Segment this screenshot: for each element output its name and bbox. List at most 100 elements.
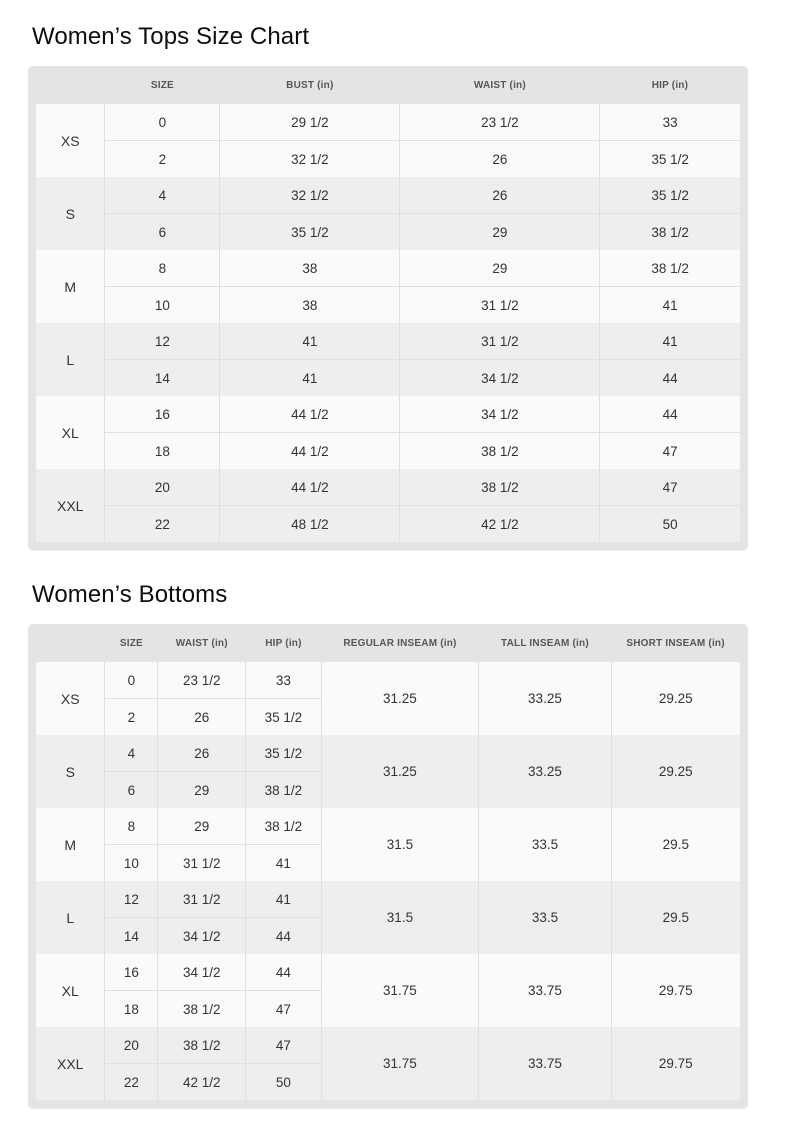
inseam-cell: 29.5 [610, 881, 740, 954]
size-cell: 26 [399, 177, 600, 214]
size-cell: 10 [104, 286, 220, 323]
inseam-cell: 33.25 [478, 735, 612, 808]
size-cell: 35 1/2 [599, 140, 740, 177]
size-cell: 26 [157, 735, 246, 772]
size-cell: 44 1/2 [219, 396, 400, 433]
size-cell: 38 1/2 [157, 1027, 246, 1064]
size-cell: 38 1/2 [399, 469, 600, 506]
table-row: 14 41 34 1/2 44 [36, 359, 740, 396]
size-cell: 47 [599, 432, 740, 469]
size-cell: 0 [104, 104, 220, 141]
inseam-cell: 29.25 [610, 735, 740, 808]
size-group-label: XS [36, 104, 105, 177]
size-table: SIZE BUST (in) WAIST (in) HIP (in) XS 0 29 1/2… [36, 66, 740, 542]
size-cell: 35 1/2 [599, 177, 740, 214]
size-cell: 41 [599, 286, 740, 323]
size-cell: 31 1/2 [399, 323, 600, 360]
table-row: XL 16 44 1/2 34 1/2 44 [36, 396, 740, 469]
size-group-label: L [36, 881, 105, 954]
size-cell: 4 [104, 177, 220, 214]
size-group-label: S [36, 177, 105, 250]
size-cell: 4 [104, 735, 158, 772]
size-cell: 44 [599, 396, 740, 433]
table-row: 18 44 1/2 38 1/2 47 [36, 432, 740, 469]
size-cell: 44 1/2 [219, 432, 400, 469]
size-cell: 2 [104, 140, 220, 177]
size-cell: 18 [104, 990, 158, 1027]
inseam-cell: 31.25 [320, 735, 479, 808]
size-group-label: M [36, 808, 105, 881]
inseam-cell: 33.5 [478, 881, 612, 954]
header-row: SIZE BUST (in) WAIST (in) HIP (in) [36, 66, 740, 104]
size-cell: 42 1/2 [157, 1063, 246, 1100]
table-row: 22 48 1/2 42 1/2 50 [36, 505, 740, 542]
table-row: 2 32 1/2 26 35 1/2 [36, 140, 740, 177]
size-group-label: XS [36, 662, 105, 735]
size-cell: 8 [104, 808, 158, 845]
size-group-label: M [36, 250, 105, 323]
size-cell: 38 [219, 286, 400, 323]
size-cell: 35 1/2 [219, 213, 400, 250]
size-cell: 29 [157, 808, 246, 845]
table-row: L 12 41 31 1/2 41 [36, 323, 740, 396]
table-row: 6 29 38 1/2 [36, 771, 740, 808]
inseam-cell: 31.5 [320, 808, 479, 881]
size-cell: 42 1/2 [399, 505, 600, 542]
size-cell: 33 [245, 662, 322, 699]
size-cell: 47 [245, 1027, 322, 1064]
size-cell: 23 1/2 [157, 662, 246, 699]
size-cell: 38 1/2 [157, 990, 246, 1027]
size-cell: 38 1/2 [245, 771, 322, 808]
size-group-label: XL [36, 396, 105, 469]
size-group-label: S [36, 735, 105, 808]
column-header: SIZE [119, 637, 143, 649]
size-cell: 16 [104, 954, 158, 991]
size-cell: 12 [104, 323, 220, 360]
inseam-cell: 29.5 [610, 808, 740, 881]
table-row: 14 34 1/2 44 [36, 917, 740, 954]
size-cell: 29 [157, 771, 246, 808]
column-header: REGULAR INSEAM (in) [343, 637, 457, 649]
size-cell: 38 1/2 [245, 808, 322, 845]
size-cell: 35 1/2 [245, 735, 322, 772]
size-cell: 31 1/2 [157, 844, 246, 881]
size-cell: 47 [599, 469, 740, 506]
size-cell: 44 [245, 954, 322, 991]
column-header-empty [36, 66, 105, 104]
size-cell: 32 1/2 [219, 177, 400, 214]
table-row: 22 42 1/2 50 [36, 1063, 740, 1100]
size-cell: 48 1/2 [219, 505, 400, 542]
size-cell: 41 [219, 323, 400, 360]
column-header: SHORT INSEAM (in) [626, 637, 725, 649]
size-cell: 0 [104, 662, 158, 699]
table-row: M 8 29 38 1/2 31.5 33.5 29.5 [36, 808, 740, 881]
size-cell: 26 [399, 140, 600, 177]
inseam-cell: 29.75 [610, 954, 740, 1027]
size-cell: 44 [245, 917, 322, 954]
tops-size-table-frame: SIZE BUST (in) WAIST (in) HIP (in) XS 0 29 1/2… [28, 66, 748, 550]
column-header: WAIST (in) [175, 637, 228, 649]
column-header: BUST (in) [286, 79, 334, 91]
size-cell: 50 [245, 1063, 322, 1100]
size-cell: 23 1/2 [399, 104, 600, 141]
table-row: 10 38 31 1/2 41 [36, 286, 740, 323]
inseam-cell: 33.75 [478, 954, 612, 1027]
column-header: TALL INSEAM (in) [501, 637, 589, 649]
size-cell: 26 [157, 698, 246, 735]
size-cell: 38 1/2 [599, 213, 740, 250]
table-row: XS 0 29 1/2 23 1/2 33 [36, 104, 740, 177]
table-row: XL 16 34 1/2 44 31.75 33.75 29.75 [36, 954, 740, 1027]
size-cell: 22 [104, 505, 220, 542]
size-cell: 6 [104, 213, 220, 250]
inseam-cell: 33.75 [478, 1027, 612, 1100]
size-group-label: XXL [36, 1027, 105, 1100]
size-cell: 34 1/2 [399, 359, 600, 396]
column-header: SIZE [150, 79, 174, 91]
size-cell: 29 [399, 213, 600, 250]
table-row: 10 31 1/2 41 [36, 844, 740, 881]
size-cell: 32 1/2 [219, 140, 400, 177]
table-row: M 8 38 29 38 1/2 [36, 250, 740, 323]
size-cell: 44 [599, 359, 740, 396]
size-cell: 34 1/2 [157, 917, 246, 954]
